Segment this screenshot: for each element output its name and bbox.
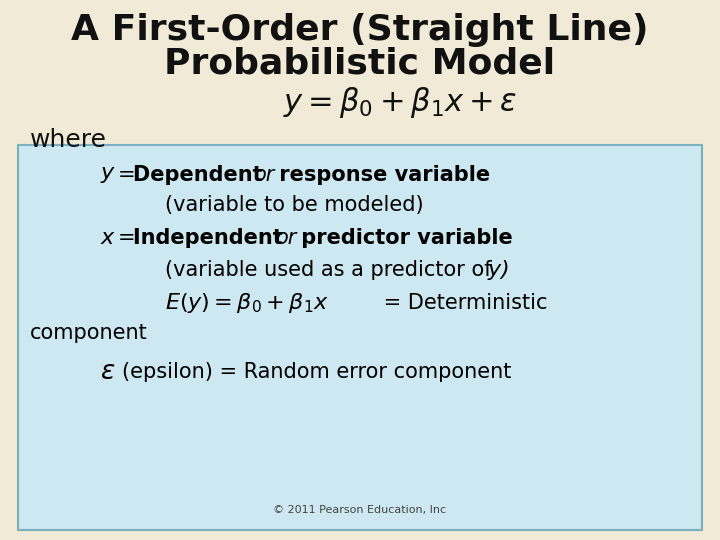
Text: response variable: response variable	[272, 165, 490, 185]
Text: component: component	[30, 323, 148, 343]
Text: $\varepsilon$: $\varepsilon$	[100, 359, 115, 385]
Text: © 2011 Pearson Education, Inc: © 2011 Pearson Education, Inc	[274, 505, 446, 515]
Text: (epsilon) = Random error component: (epsilon) = Random error component	[122, 362, 511, 382]
Text: (variable used as a predictor of: (variable used as a predictor of	[165, 260, 498, 280]
Text: =: =	[118, 228, 143, 248]
Text: Independent: Independent	[133, 228, 290, 248]
Text: $x$: $x$	[100, 228, 116, 248]
Text: or: or	[253, 165, 274, 185]
Text: $y$: $y$	[100, 165, 116, 185]
Text: where: where	[30, 128, 107, 152]
Text: A First-Order (Straight Line): A First-Order (Straight Line)	[71, 13, 649, 47]
Text: (variable to be modeled): (variable to be modeled)	[165, 195, 423, 215]
Text: $y = \beta_0 + \beta_1 x + \varepsilon$: $y = \beta_0 + \beta_1 x + \varepsilon$	[283, 84, 517, 119]
Text: predictor variable: predictor variable	[294, 228, 513, 248]
Text: = Deterministic: = Deterministic	[377, 293, 547, 313]
Text: or: or	[275, 228, 297, 248]
FancyBboxPatch shape	[18, 145, 702, 530]
Text: Dependent: Dependent	[133, 165, 270, 185]
Text: $y$): $y$)	[487, 258, 509, 282]
Text: =: =	[118, 165, 143, 185]
Text: $E(y) = \beta_0 + \beta_1 x$: $E(y) = \beta_0 + \beta_1 x$	[165, 291, 329, 315]
Text: Probabilistic Model: Probabilistic Model	[164, 46, 556, 80]
